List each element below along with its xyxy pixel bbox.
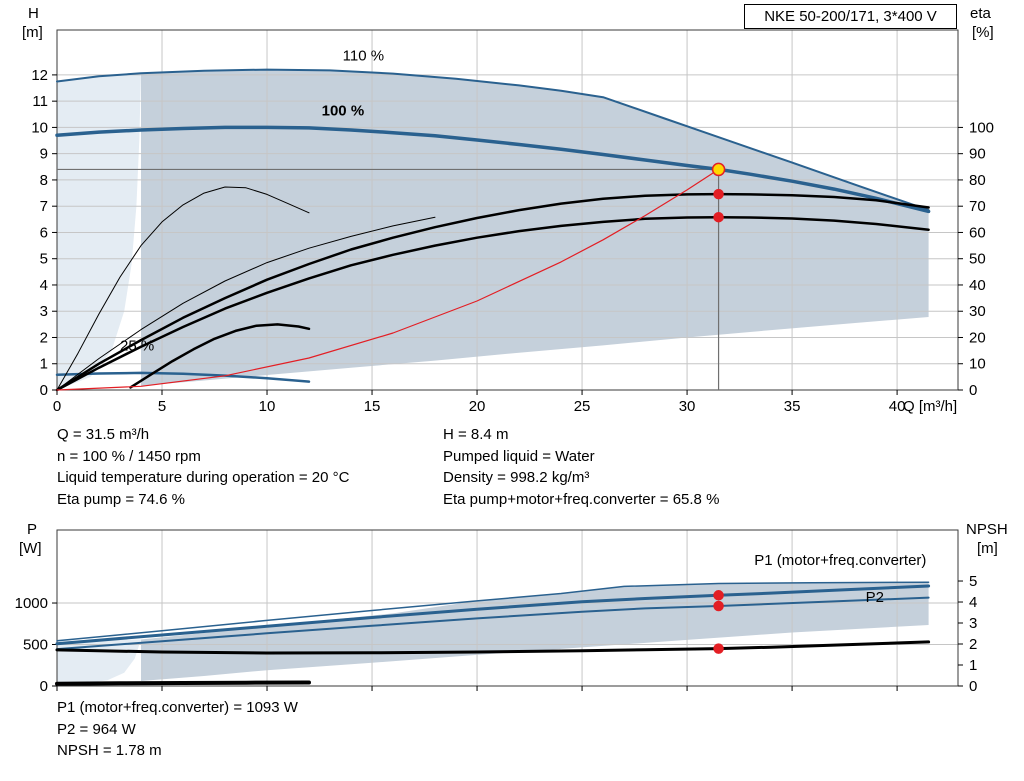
npsh-axis-unit: [m]	[977, 540, 998, 557]
plot-frame	[56, 529, 959, 687]
eta-pump-point	[713, 188, 724, 200]
y-right-tick-label: 1	[969, 657, 977, 674]
y-left-tick-label: 0	[40, 678, 48, 695]
y-left-tick-label: 9	[40, 146, 48, 163]
y-left-tick-label: 1	[40, 356, 48, 373]
x-tick-label: 35	[784, 398, 801, 415]
curve-label: P1 (motor+freq.converter)	[754, 552, 926, 569]
plot-frame	[56, 29, 959, 391]
info-line-p1: P1 (motor+freq.converter) = 1093 W	[57, 699, 298, 716]
y-right-tick-label: 40	[969, 277, 986, 294]
p2-point	[713, 600, 724, 612]
y-right-tick-label: 80	[969, 172, 986, 189]
duty-info-left: Q = 31.5 m³/h n = 100 % / 1450 rpm Liqui…	[57, 424, 349, 510]
p1-curve	[55, 584, 931, 646]
head-axis-unit: [m]	[22, 24, 43, 41]
y-left-tick-label: 10	[31, 119, 48, 136]
y-left-tick-label: 3	[40, 303, 48, 320]
info-line-liquid: Pumped liquid = Water	[443, 447, 595, 465]
y-left-tick-label: 2	[40, 329, 48, 346]
duty-info-right: H = 8.4 m Pumped liquid = Water Density …	[443, 424, 719, 510]
eta-total-curve	[55, 215, 930, 392]
info-line-h: H = 8.4 m	[443, 426, 509, 443]
curve-label: 100 %	[322, 103, 365, 120]
y-left-tick-label: 5	[40, 251, 48, 268]
head-eta-chart: 0 5 10 15 20 25 30 35 40012345678910111201020304…	[31, 29, 994, 415]
curve-110	[56, 68, 930, 212]
npsh-axis-title: NPSH	[966, 521, 1008, 538]
npsh-curve	[55, 640, 931, 655]
y-right-tick-label: 0	[969, 678, 977, 695]
operating-envelope	[141, 69, 929, 386]
x-axis-label: Q [m³/h]	[903, 398, 957, 415]
y-right-tick-label: 0	[969, 382, 977, 399]
curve-100	[55, 125, 931, 214]
power-axis-unit: [W]	[19, 540, 42, 557]
x-tick-label: 10	[259, 398, 276, 415]
y-left-tick-label: 12	[31, 67, 48, 84]
y-right-tick-label: 3	[969, 615, 977, 632]
power-npsh-chart: 0 500 1000 0 1 2 3 4 5 P1 (motor+freq.converter) P…	[15, 529, 977, 695]
y-right-tick-label: 30	[969, 303, 986, 320]
y-right-tick-label: 5	[969, 573, 977, 590]
p1-point	[713, 590, 724, 601]
info-line-p2: P2 = 964 W	[57, 720, 136, 738]
y-left-tick-label: 6	[40, 224, 48, 241]
y-left-tick-label: 1000	[15, 595, 48, 612]
y-right-tick-label: 2	[969, 636, 977, 653]
eta-thin-curve-2	[56, 216, 436, 391]
y-right-tick-label: 10	[969, 356, 986, 373]
duty-point[interactable]	[711, 162, 726, 177]
eta-total-point	[713, 211, 724, 223]
power-envelope-top-line	[56, 581, 930, 642]
eta-25-curve	[129, 323, 311, 389]
p-25-curve	[55, 680, 311, 686]
y-right-tick-label: 100	[969, 119, 994, 136]
info-line-q: Q = 31.5 m³/h	[57, 426, 150, 443]
curve-25	[55, 371, 311, 383]
info-line-temp: Liquid temperature during operation = 20…	[57, 469, 350, 486]
y-right-tick-label: 90	[969, 146, 986, 163]
y-left-tick-label: 4	[40, 277, 48, 294]
info-line-n: n = 100 % / 1450 rpm	[57, 447, 201, 465]
info-line-npsh: NPSH = 1.78 m	[57, 742, 162, 759]
eta-pump-curve	[55, 192, 930, 392]
y-left-tick-label: 0	[40, 382, 48, 399]
eta-axis-title: eta	[970, 5, 991, 22]
y-right-tick-label: 20	[969, 329, 986, 346]
info-line-eta-total: Eta pump+motor+freq.converter = 65.8 %	[443, 490, 720, 508]
pump-model-title-box: NKE 50-200/171, 3*400 V	[744, 4, 957, 29]
info-line-eta: Eta pump = 74.6 %	[57, 490, 185, 508]
x-tick-label: 0	[53, 398, 61, 415]
eta-thin-curve	[56, 186, 310, 391]
y-right-tick-label: 60	[969, 224, 986, 241]
y-left-tick-label: 7	[40, 198, 48, 215]
y-right-tick-label: 4	[969, 594, 977, 611]
p2-curve	[56, 596, 930, 651]
npsh-point	[713, 643, 724, 654]
power-info: P1 (motor+freq.converter) = 1093 W P2 = …	[57, 697, 298, 762]
y-right-tick-label: 50	[969, 251, 986, 268]
y-right-tick-label: 70	[969, 198, 986, 215]
eta-axis-unit: [%]	[972, 24, 994, 41]
x-tick-label: 40	[889, 398, 906, 415]
x-tick-label: 30	[679, 398, 696, 415]
y-left-tick-label: 11	[32, 93, 48, 110]
curve-label: 25 %	[120, 338, 154, 355]
x-tick-label: 5	[158, 398, 166, 415]
system-curve	[56, 168, 720, 391]
power-axis-title: P	[27, 521, 38, 538]
y-left-tick-label: 8	[40, 172, 48, 189]
y-left-tick-label: 500	[23, 637, 48, 654]
x-tick-label: 25	[574, 398, 591, 415]
power-envelope	[141, 582, 929, 681]
x-tick-label: 15	[364, 398, 381, 415]
x-tick-label: 20	[469, 398, 486, 415]
curve-label: P2	[866, 589, 884, 606]
head-axis-title: H	[28, 5, 39, 22]
curve-label: 110 %	[343, 47, 384, 64]
info-line-density: Density = 998.2 kg/m³	[443, 469, 590, 486]
